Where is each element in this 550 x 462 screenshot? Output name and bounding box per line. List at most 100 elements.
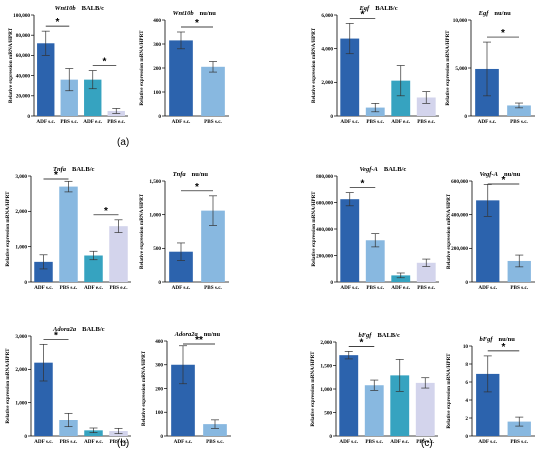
chart-6-tick-label: 400,000 (316, 227, 333, 233)
chart-1-y-axis-label: Relative expression mRNA/HPRT (139, 30, 145, 106)
chart-3-strain-name: nu/nu (494, 10, 511, 17)
chart-11-bar (476, 373, 500, 436)
chart-2-tick-label: 2,000 (321, 80, 333, 86)
chart-3-tick-label: 10,000 (453, 18, 468, 24)
chart-6-category-label: ADF e.c. (391, 285, 411, 291)
chart-7-tick-label: 400,000 (451, 212, 468, 218)
chart-4-sig-label: * (54, 170, 58, 181)
chart-3-sig-label: * (501, 28, 505, 39)
chart-3-y-axis-label: Relative expression mRNA/HPRT (445, 30, 451, 106)
chart-7-strain-name: nu/nu (504, 171, 521, 178)
chart-6-bar (416, 262, 436, 282)
chart-2-category-label: PBS e.c. (417, 119, 436, 125)
chart-4-bar (109, 226, 128, 282)
chart-5-tick-label: 0 (158, 280, 161, 286)
chart-10-y-axis-label: Relative expression mRNA/HPRT (310, 351, 316, 427)
chart-6-y-axis-label: Relative expression mRNA/HPRT (311, 191, 317, 267)
chart-2-tick-label: 6,000 (321, 13, 333, 19)
chart-6-gene-name: Vegf-A (359, 166, 378, 173)
chart-0-category-label: PBS s.c. (60, 119, 78, 125)
chart-7-gene-name: Vegf-A (480, 171, 499, 178)
chart-11-strain-name: nu/nu (499, 336, 516, 343)
chart-8-tick-label: 0 (24, 434, 27, 440)
chart-7-tick-label: 600,000 (451, 179, 468, 185)
chart-4-title: Tnfa BALB/c (53, 166, 95, 173)
chart-3-tick-label: 0 (464, 114, 467, 120)
chart-11-tick-label: 4 (465, 398, 468, 404)
chart-10-title: bFgf BALB/c (358, 332, 400, 339)
chart-0-category-label: PBS e.c. (107, 119, 126, 125)
chart-6-bar (340, 199, 360, 282)
chart-11-sig-label: * (502, 342, 506, 353)
chart-1-sig-label: * (195, 18, 199, 29)
chart-5-sig-label: * (195, 182, 199, 193)
chart-10-tick-label: 500 (324, 410, 332, 416)
chart-4-tick-label: 1,000 (15, 244, 27, 250)
chart-0-strain-name: BALB/c (82, 5, 105, 12)
chart-2-bar (391, 80, 411, 116)
chart-10-bar (390, 375, 410, 436)
chart-4-bar (34, 261, 53, 282)
chart-4-tick-label: 0 (24, 280, 27, 286)
chart-7-category-label: PBS s.c. (510, 285, 528, 291)
chart-0-bar (60, 79, 78, 116)
chart-9-tick-label: 0 (160, 434, 163, 440)
chart-7-category-label: ADF s.c. (478, 285, 497, 291)
chart-5-y-axis-label: Relative expression mRNA/HPRT (139, 193, 145, 269)
chart-9-tick-label: 300 (155, 363, 163, 369)
chart-10-strain-name: BALB/c (377, 332, 400, 339)
chart-5-gene-name: Tnfa (173, 171, 187, 178)
chart-2-category-label: ADF e.c. (391, 119, 411, 125)
chart-4-gene-name: Tnfa (53, 166, 67, 173)
chart-7-sig-label: * (502, 175, 506, 186)
chart-2-sig-label: * (361, 9, 365, 20)
chart-0-tick-label: 20,000 (16, 94, 31, 100)
chart-9-sig-label: ** (195, 335, 203, 346)
chart-0-tick-label: 80,000 (16, 33, 31, 39)
chart-2-y-axis-label: Relative expression mRNA/HPRT (311, 27, 317, 103)
chart-4-category-label: PBS e.c. (109, 285, 128, 291)
chart-2-bar (416, 97, 436, 116)
chart-4-y-axis-label: Relative expression mRNA/HPRT (5, 191, 11, 267)
chart-1-bar (201, 66, 225, 116)
chart-3-title: Egf nu/nu (478, 10, 511, 17)
chart-1-strain-name: nu/nu (200, 10, 217, 17)
chart-0-tick-label: 60,000 (16, 53, 31, 59)
chart-1-tick-label: 0 (158, 114, 161, 120)
chart-5-category-label: PBS s.c. (204, 285, 222, 291)
chart-4-tick-label: 3,000 (15, 174, 27, 180)
chart-2-bar (340, 38, 360, 116)
chart-10-bar (339, 355, 359, 436)
chart-3-category-label: ADF s.c. (478, 119, 497, 125)
chart-10-category-label: ADF e.c. (390, 439, 410, 445)
chart-9-tick-label: 200 (155, 386, 163, 392)
chart-1-category-label: PBS s.c. (204, 119, 222, 125)
chart-1-tick-label: 200 (153, 66, 161, 72)
chart-3-gene-name: Egf (478, 10, 490, 17)
chart-11-category-label: ADF s.c. (478, 439, 497, 445)
chart-8-bar (84, 430, 103, 436)
chart-4-tick-label: 2,000 (15, 209, 27, 215)
chart-4-bar (59, 186, 78, 282)
panel-label-a: (a) (117, 137, 129, 148)
chart-1-title: Wnt10b nu/nu (173, 10, 217, 17)
chart-3-category-label: PBS s.c. (510, 119, 528, 125)
chart-2-title: Egf BALB/c (358, 5, 397, 12)
chart-9-bar (203, 424, 227, 436)
chart-0-category-label: ADF s.c. (36, 119, 55, 125)
chart-9-bar (171, 364, 195, 436)
chart-1-bar (169, 40, 193, 116)
chart-11-tick-label: 2 (465, 416, 468, 422)
chart-6-bar (365, 240, 385, 282)
chart-10-bar (415, 382, 435, 436)
chart-2-category-label: PBS s.c. (366, 119, 384, 125)
chart-1-tick-label: 100 (153, 90, 161, 96)
chart-4-strain-name: BALB/c (72, 166, 95, 173)
chart-8-strain-name: BALB/c (82, 326, 105, 333)
chart-0-y-axis-label: Relative expression mRNA/HPRT (8, 27, 14, 103)
chart-0-gene-name: Wnt10b (55, 5, 77, 12)
chart-8-tick-label: 3,000 (15, 334, 27, 340)
chart-8-gene-name: Adora2a (52, 326, 77, 333)
chart-4-bar (84, 255, 103, 282)
